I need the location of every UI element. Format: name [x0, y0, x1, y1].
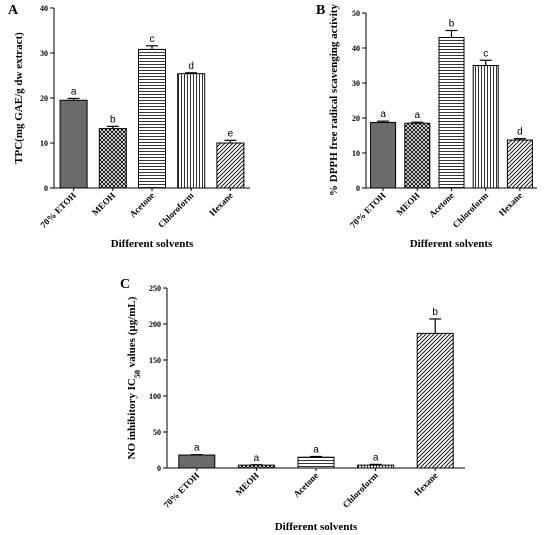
panel-letter: A	[8, 3, 19, 18]
x-axis-title: Different solvents	[275, 521, 358, 533]
bar	[177, 73, 206, 189]
bar	[297, 456, 335, 469]
bar	[98, 128, 127, 189]
bar	[416, 332, 454, 469]
category-label: Chloroform	[451, 190, 491, 230]
y-tick-label: 150	[149, 356, 161, 365]
bar	[506, 139, 533, 189]
y-axis-title: NO inhibitory IC50 values (µg/mL)	[126, 296, 142, 459]
significance-label: b	[110, 114, 116, 125]
significance-label: d	[188, 61, 194, 72]
y-tick-label: 10	[352, 149, 360, 158]
significance-label: a	[415, 110, 421, 121]
category-label: 70% ETOH	[348, 190, 388, 230]
y-tick-label: 30	[40, 49, 48, 58]
category-label: Acetone	[127, 190, 156, 219]
category-label: Hexane	[412, 470, 440, 498]
y-tick-label: 0	[157, 464, 161, 473]
category-label: 70% ETOH	[38, 190, 78, 230]
bar	[138, 48, 166, 189]
significance-label: a	[254, 453, 260, 464]
panel-letter: B	[316, 3, 325, 18]
bar	[216, 142, 245, 189]
bar	[178, 454, 216, 469]
bar	[438, 37, 465, 189]
y-tick-label: 50	[153, 428, 161, 437]
bar	[357, 464, 395, 469]
y-tick-label: 30	[352, 79, 360, 88]
y-tick-label: 200	[149, 320, 161, 329]
x-axis-title: Different solvents	[410, 238, 493, 250]
bar	[370, 122, 397, 189]
significance-label: b	[432, 307, 438, 318]
significance-label: a	[313, 444, 319, 455]
y-tick-label: 40	[40, 4, 48, 13]
y-tick-label: 0	[356, 184, 360, 193]
bar	[237, 464, 275, 469]
y-tick-label: 50	[352, 9, 360, 18]
y-tick-label: 20	[352, 114, 360, 123]
significance-label: d	[517, 127, 523, 138]
significance-label: a	[373, 452, 379, 463]
category-label: Chloroform	[341, 470, 381, 510]
category-label: Hexane	[497, 190, 525, 218]
significance-label: a	[380, 109, 386, 120]
panel-a: A 0 10 20 30 40 a 70% ETOH b MEOH c Acetone d Chlorof…	[8, 3, 250, 250]
category-label: Chloroform	[156, 190, 196, 230]
category-label: 70% ETOH	[162, 470, 202, 510]
significance-label: a	[71, 86, 77, 97]
significance-label: c	[150, 34, 155, 45]
x-axis-title: Different solvents	[111, 238, 194, 250]
y-tick-label: 250	[149, 284, 161, 293]
significance-label: a	[194, 443, 200, 454]
significance-label: c	[483, 48, 488, 59]
y-tick-label: 100	[149, 392, 161, 401]
y-tick-label: 10	[40, 139, 48, 148]
y-axis-title: % DPPH free radical scavenging activity	[328, 4, 340, 196]
significance-label: b	[449, 19, 455, 30]
bar	[59, 99, 88, 189]
y-tick-label: 0	[44, 184, 48, 193]
y-tick-label: 40	[352, 44, 360, 53]
panel-b: B 0 10 20 30 40 50 a 70% ETOH a MEOH b Acetone c Chlor…	[316, 3, 537, 250]
category-label: Hexane	[207, 190, 235, 218]
y-axis-title: TPC(mg GAE/g dw extract)	[13, 32, 25, 164]
bar	[404, 122, 431, 189]
category-label: MEOH	[90, 190, 117, 217]
bar	[472, 65, 499, 189]
category-label: MEOH	[234, 470, 261, 497]
category-label: Acetone	[291, 470, 320, 499]
panel-letter: C	[120, 277, 130, 292]
category-label: Acetone	[427, 190, 456, 219]
significance-label: e	[228, 128, 234, 139]
y-tick-label: 20	[40, 94, 48, 103]
category-label: MEOH	[394, 190, 421, 217]
